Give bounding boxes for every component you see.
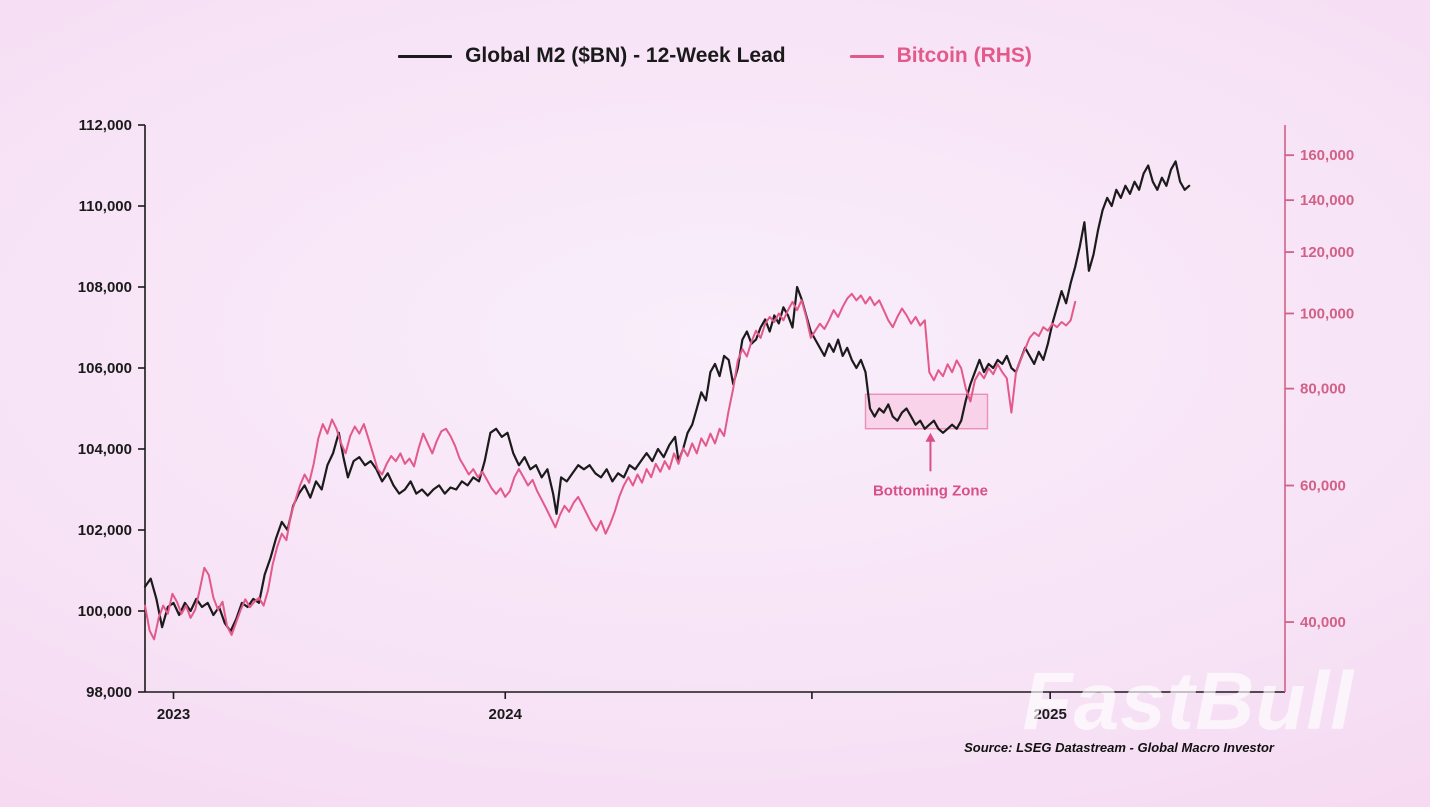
x-axis-tick-label: 2024 <box>489 706 523 723</box>
bottoming-zone-arrow-head <box>925 432 936 442</box>
btc-legend-line-swatch <box>849 54 884 58</box>
bottoming-zone-box <box>864 393 989 430</box>
right-axis-tick-label: 140,000 <box>1300 192 1354 209</box>
left-axis-tick-label: 108,000 <box>78 279 132 296</box>
legend-item-m2: Global M2 ($BN) - 12-Week Lead <box>398 44 786 68</box>
left-axis-tick-label: 102,000 <box>78 522 132 539</box>
m2-series-line <box>143 160 1191 633</box>
x-axis-tick-label: 2025 <box>1033 706 1066 723</box>
m2-legend-label: Global M2 ($BN) - 12-Week Lead <box>465 44 786 67</box>
left-axis-tick-label: 110,000 <box>79 198 132 215</box>
bottoming-zone-label: Bottoming Zone <box>873 483 988 500</box>
right-axis-tick-label: 120,000 <box>1300 244 1354 261</box>
right-axis-tick-label: 60,000 <box>1300 478 1346 495</box>
m2-legend-line-swatch <box>398 54 453 58</box>
left-axis-tick-label: 104,000 <box>78 441 132 458</box>
left-axis-tick-label: 100,000 <box>78 603 132 620</box>
btc-series-line <box>144 292 1077 641</box>
source-caption: Source: LSEG Datastream - Global Macro I… <box>964 740 1274 755</box>
right-axis-tick-label: 80,000 <box>1300 381 1346 398</box>
btc-legend-label: Bitcoin (RHS) <box>896 44 1032 67</box>
legend-item-btc: Bitcoin (RHS) <box>849 44 1032 68</box>
x-axis-tick-label: 2023 <box>157 706 190 723</box>
left-axis-tick-label: 106,000 <box>78 360 132 377</box>
right-axis-tick-label: 100,000 <box>1300 305 1354 322</box>
right-axis-tick-label: 160,000 <box>1300 147 1354 164</box>
right-axis-tick-label: 40,000 <box>1300 614 1346 631</box>
left-axis-tick-label: 112,000 <box>79 117 132 134</box>
chart-legend: Global M2 ($BN) - 12-Week Lead Bitcoin (… <box>0 44 1430 68</box>
left-axis-tick-label: 98,000 <box>86 684 132 701</box>
